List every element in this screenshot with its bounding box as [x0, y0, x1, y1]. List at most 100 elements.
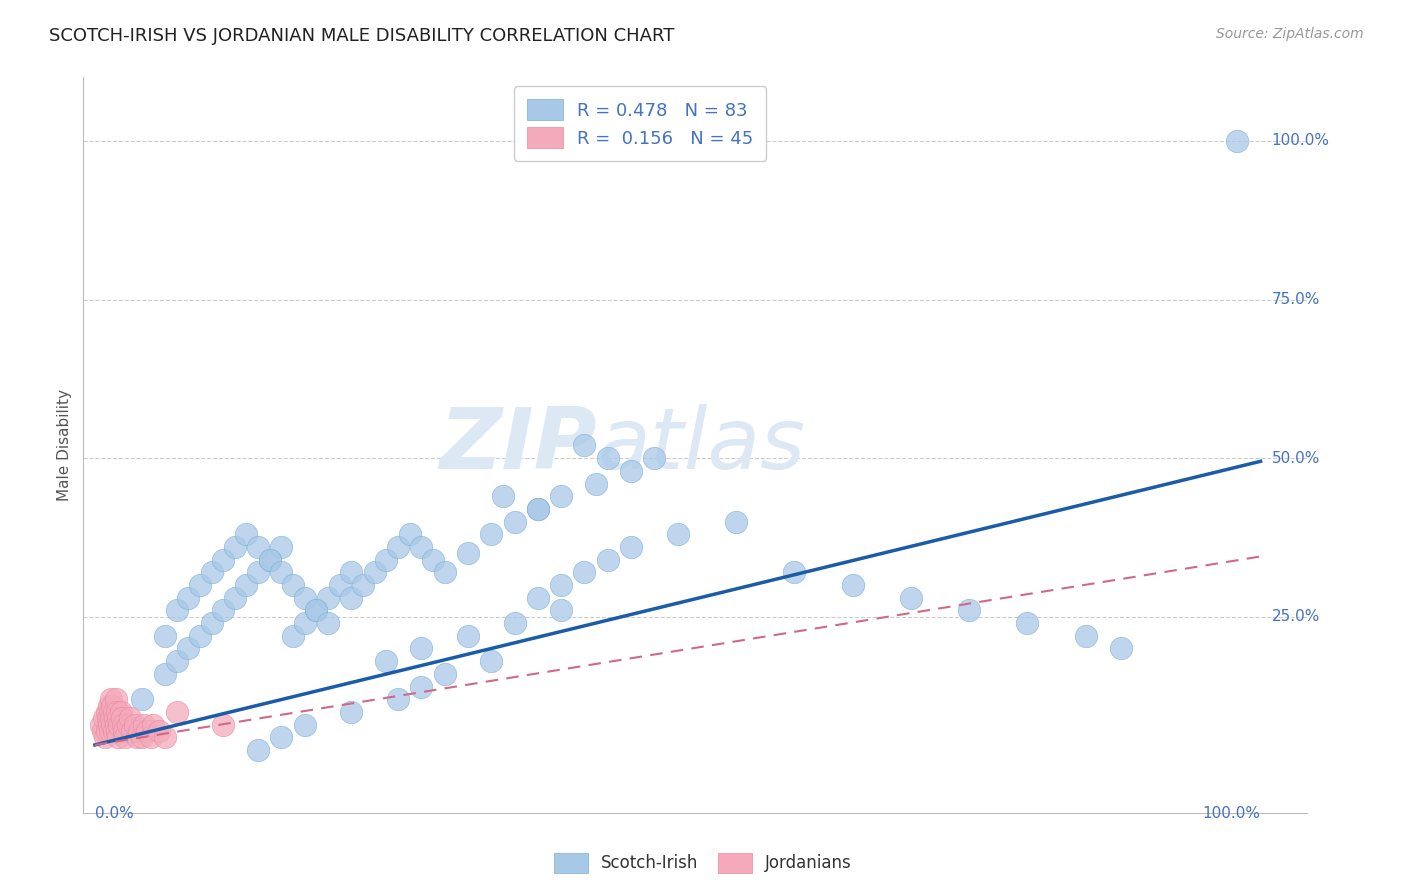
Text: 50.0%: 50.0%	[1271, 450, 1320, 466]
Point	[121, 723, 143, 738]
Point	[620, 464, 643, 478]
Point	[422, 552, 444, 566]
Point	[153, 731, 176, 745]
Point	[783, 566, 806, 580]
Point	[375, 552, 398, 566]
Y-axis label: Male Disability: Male Disability	[58, 390, 72, 501]
Text: atlas: atlas	[598, 404, 806, 487]
Text: 25.0%: 25.0%	[1271, 609, 1320, 624]
Point	[100, 711, 122, 725]
Point	[153, 666, 176, 681]
Point	[235, 527, 257, 541]
Point	[177, 591, 200, 605]
Point	[117, 717, 139, 731]
Point	[1226, 134, 1249, 148]
Point	[124, 717, 146, 731]
Point	[103, 705, 125, 719]
Point	[527, 502, 550, 516]
Point	[457, 546, 479, 560]
Point	[433, 566, 456, 580]
Text: Source: ZipAtlas.com: Source: ZipAtlas.com	[1216, 27, 1364, 41]
Point	[111, 711, 134, 725]
Point	[212, 717, 235, 731]
Point	[527, 591, 550, 605]
Point	[188, 578, 211, 592]
Point	[900, 591, 922, 605]
Point	[316, 591, 339, 605]
Point	[387, 692, 409, 706]
Point	[479, 654, 502, 668]
Point	[503, 515, 526, 529]
Point	[550, 489, 572, 503]
Point	[596, 451, 619, 466]
Point	[1017, 616, 1039, 631]
Point	[118, 711, 141, 725]
Point	[492, 489, 515, 503]
Point	[93, 711, 115, 725]
Point	[224, 540, 246, 554]
Point	[98, 705, 121, 719]
Point	[281, 629, 304, 643]
Point	[841, 578, 863, 592]
Point	[574, 566, 596, 580]
Point	[305, 603, 328, 617]
Point	[305, 603, 328, 617]
Point	[375, 654, 398, 668]
Point	[98, 723, 121, 738]
Point	[316, 616, 339, 631]
Point	[270, 540, 292, 554]
Point	[177, 641, 200, 656]
Point	[97, 698, 120, 713]
Point	[340, 591, 363, 605]
Point	[142, 717, 165, 731]
Point	[479, 527, 502, 541]
Point	[136, 723, 159, 738]
Point	[107, 731, 129, 745]
Point	[107, 711, 129, 725]
Point	[643, 451, 665, 466]
Point	[585, 476, 607, 491]
Point	[108, 717, 131, 731]
Point	[294, 616, 316, 631]
Point	[128, 723, 150, 738]
Point	[148, 723, 170, 738]
Point	[114, 731, 136, 745]
Point	[340, 705, 363, 719]
Text: 0.0%: 0.0%	[96, 806, 134, 821]
Legend: Scotch-Irish, Jordanians: Scotch-Irish, Jordanians	[547, 847, 859, 880]
Point	[111, 717, 134, 731]
Point	[104, 692, 127, 706]
Point	[574, 438, 596, 452]
Point	[1074, 629, 1097, 643]
Point	[166, 603, 188, 617]
Point	[224, 591, 246, 605]
Point	[153, 629, 176, 643]
Text: 100.0%: 100.0%	[1202, 806, 1261, 821]
Point	[212, 603, 235, 617]
Point	[398, 527, 420, 541]
Point	[97, 711, 120, 725]
Point	[270, 731, 292, 745]
Point	[105, 723, 128, 738]
Point	[91, 723, 114, 738]
Text: 100.0%: 100.0%	[1271, 134, 1330, 148]
Point	[247, 566, 270, 580]
Point	[340, 566, 363, 580]
Point	[101, 698, 124, 713]
Point	[110, 705, 132, 719]
Point	[131, 692, 153, 706]
Point	[247, 743, 270, 757]
Point	[107, 705, 129, 719]
Legend: R = 0.478   N = 83, R =  0.156   N = 45: R = 0.478 N = 83, R = 0.156 N = 45	[515, 87, 766, 161]
Point	[247, 540, 270, 554]
Text: ZIP: ZIP	[440, 404, 598, 487]
Point	[411, 680, 433, 694]
Point	[550, 603, 572, 617]
Point	[188, 629, 211, 643]
Point	[1109, 641, 1132, 656]
Point	[270, 566, 292, 580]
Point	[527, 502, 550, 516]
Point	[259, 552, 281, 566]
Point	[411, 540, 433, 554]
Point	[97, 717, 120, 731]
